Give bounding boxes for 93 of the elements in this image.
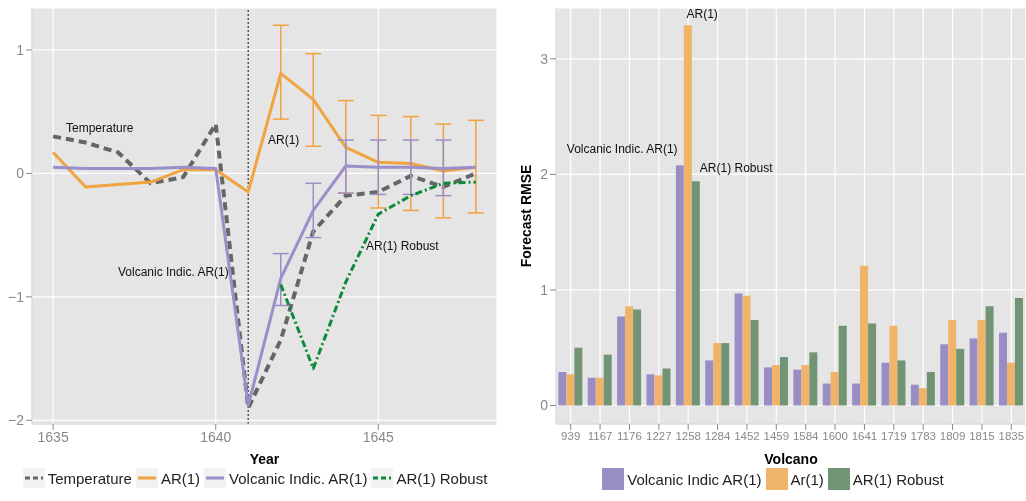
y-tick-label: 1: [540, 281, 549, 298]
bar: [793, 369, 802, 406]
bar: [654, 375, 663, 406]
bar: [956, 348, 965, 406]
legend-label: AR(1): [160, 469, 201, 487]
x-tick-label: 1167: [587, 430, 613, 443]
x-axis-title: Year: [249, 451, 280, 467]
legend-label: AR(1) Robust: [852, 470, 944, 488]
x-tick-label: 1645: [362, 428, 395, 445]
x-axis-title: Volcano: [764, 451, 818, 467]
x-tick-label: 1809: [939, 430, 966, 443]
x-tick-label: 1176: [617, 430, 642, 443]
bar: [897, 360, 906, 406]
bar: [566, 374, 575, 406]
y-tick-label: 0: [16, 165, 25, 182]
x-tick-label: 1459: [763, 430, 790, 443]
bar: [574, 347, 583, 406]
legend-label: Ar(1): [790, 470, 824, 488]
legend-label: Volcanic Indic AR(1): [627, 470, 762, 488]
bar: [940, 344, 949, 406]
bar: [662, 368, 671, 406]
annotation: AR(1) Robust: [699, 160, 774, 175]
x-tick-label: 1719: [881, 430, 907, 443]
bar: [603, 354, 612, 406]
bar: [1006, 362, 1015, 406]
y-tick-label: 2: [540, 166, 549, 183]
y-tick-label: 1: [16, 41, 25, 58]
bar: [852, 383, 861, 406]
bar: [881, 362, 890, 406]
bar: [889, 325, 898, 406]
bar: [1014, 298, 1023, 406]
y-tick-label: 3: [540, 50, 549, 67]
bar: [771, 365, 780, 406]
y-tick-label: −1: [8, 288, 25, 305]
bar: [763, 367, 772, 406]
x-tick-label: 1815: [969, 430, 995, 443]
x-tick-label: 1635: [37, 428, 69, 445]
bar: [926, 372, 935, 406]
bar: [742, 295, 751, 406]
x-tick-label: 1258: [675, 430, 701, 443]
legend-label: AR(1) Robust: [396, 469, 488, 487]
bar: [625, 306, 634, 406]
bar: [683, 25, 692, 406]
bar: [750, 320, 759, 406]
bar: [801, 365, 810, 406]
bar: [734, 293, 743, 406]
bar: [779, 356, 788, 406]
line-series: [279, 180, 478, 370]
bar: [948, 320, 957, 406]
x-tick-label: 1284: [704, 430, 731, 443]
annotation: Volcanic Indic. AR(1): [118, 265, 229, 279]
x-tick-label: 1641: [851, 430, 878, 443]
bar: [860, 265, 869, 406]
x-tick-label: 1584: [792, 430, 820, 443]
bar: [558, 372, 567, 406]
annotation: AR(1) Robust: [366, 239, 439, 253]
x-tick-label: 939: [561, 430, 581, 443]
bar: [809, 352, 818, 406]
x-tick-label: 1600: [822, 430, 848, 443]
bar: [969, 338, 978, 406]
bar: [830, 372, 839, 406]
x-tick-label: 1835: [998, 430, 1025, 443]
bar: [977, 320, 986, 406]
bar: [721, 343, 730, 406]
y-tick-label: −2: [8, 412, 25, 429]
bar: [918, 388, 927, 406]
legend-label: Volcanic Indic. AR(1): [229, 469, 368, 487]
annotation: AR(1): [268, 133, 300, 147]
bar: [998, 332, 1007, 406]
bar: [587, 377, 596, 406]
x-tick-label: 1783: [910, 430, 936, 443]
bar: [646, 374, 655, 406]
bar: [675, 165, 684, 406]
bar: [691, 181, 700, 406]
annotation: AR(1): [686, 6, 718, 21]
bar: [595, 377, 604, 406]
bar: [633, 309, 642, 406]
annotation: Volcanic Indic. AR(1): [566, 142, 678, 157]
legend-label: Temperature: [47, 469, 132, 487]
bar: [705, 360, 714, 406]
y-axis-title: Forecast RMSE: [517, 164, 534, 268]
x-tick-label: 1640: [200, 428, 232, 445]
bar: [617, 316, 626, 406]
x-tick-label: 1227: [646, 430, 672, 443]
bar: [985, 306, 994, 406]
bar: [868, 323, 877, 406]
bar: [822, 383, 831, 406]
annotation: Temperature: [66, 121, 134, 135]
x-tick-label: 1452: [734, 430, 760, 443]
bar: [838, 325, 847, 406]
bar: [910, 384, 919, 406]
bar: [713, 343, 722, 406]
y-tick-label: 0: [540, 397, 549, 414]
